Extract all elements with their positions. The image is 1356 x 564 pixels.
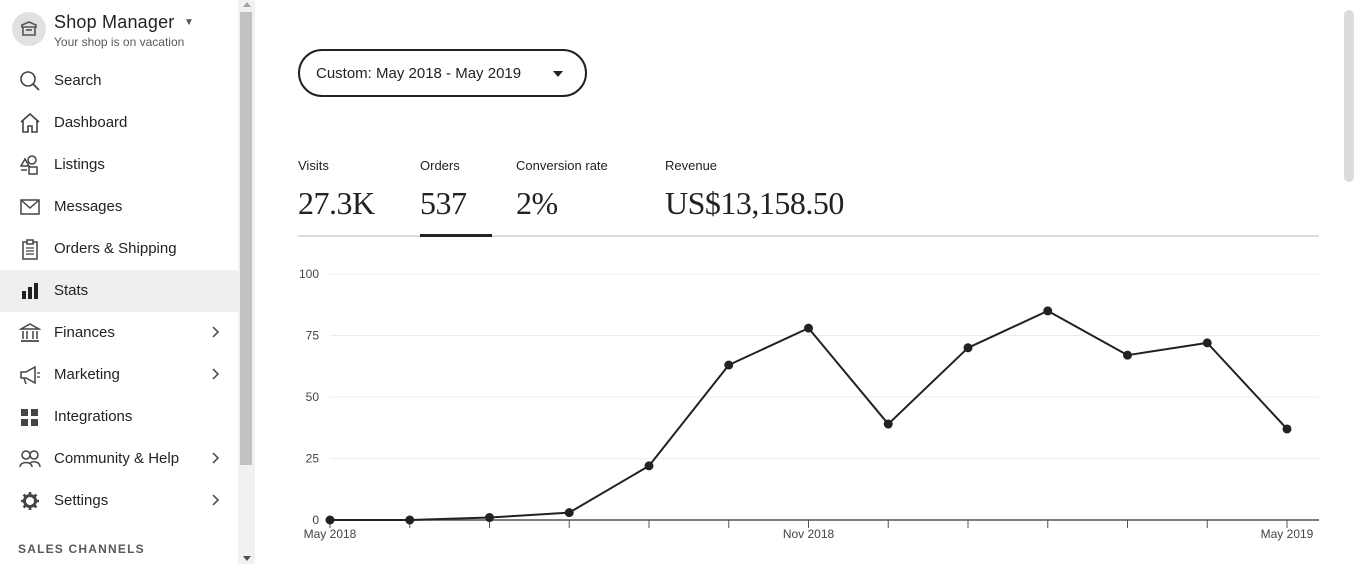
- sidebar-item-label: Marketing: [54, 366, 120, 383]
- sidebar-item-integrations[interactable]: Integrations: [0, 396, 238, 438]
- home-icon: [20, 112, 40, 133]
- y-tick-label: 50: [306, 390, 320, 404]
- caret-down-icon: ▼: [184, 17, 194, 28]
- tab-visits[interactable]: Visits 27.3K: [298, 150, 398, 238]
- caret-down-icon: [553, 71, 563, 77]
- sidebar-item-messages[interactable]: Messages: [0, 186, 238, 228]
- date-range-dropdown[interactable]: Custom: May 2018 - May 2019: [298, 49, 587, 97]
- stat-label: Revenue: [665, 158, 718, 173]
- sidebar-item-finances[interactable]: Finances: [0, 312, 238, 354]
- stat-label: Conversion rate: [516, 158, 608, 173]
- data-point: [883, 419, 893, 429]
- sidebar-item-dashboard[interactable]: Dashboard: [0, 102, 238, 144]
- data-point: [405, 515, 415, 525]
- sidebar-scrollbar[interactable]: [238, 0, 255, 564]
- sidebar-item-label: Search: [54, 72, 102, 89]
- x-tick-label: Nov 2018: [783, 527, 835, 541]
- x-tick-label: May 2019: [1261, 527, 1314, 541]
- stat-value: US$13,158.50: [665, 185, 844, 221]
- tab-revenue[interactable]: Revenue US$13,158.50: [665, 150, 865, 238]
- chevron-right-icon: [212, 452, 220, 464]
- shop-manager-title: Shop Manager: [54, 12, 175, 32]
- main-scrollbar-thumb[interactable]: [1344, 10, 1354, 182]
- sidebar-item-community-help[interactable]: Community & Help: [0, 438, 238, 480]
- search-icon: [20, 71, 40, 91]
- stat-label: Orders: [420, 158, 460, 173]
- chevron-right-icon: [212, 326, 220, 338]
- bar-chart-icon: [22, 283, 38, 299]
- bank-icon: [19, 323, 41, 342]
- listings-shapes-icon: [19, 155, 38, 175]
- sidebar-item-label: Orders & Shipping: [54, 240, 177, 257]
- data-point: [1043, 306, 1053, 316]
- tab-conversion-rate[interactable]: Conversion rate 2%: [516, 150, 646, 238]
- sidebar-item-label: Stats: [54, 282, 89, 299]
- etsy-store-icon: [12, 12, 46, 46]
- envelope-icon: [20, 199, 40, 215]
- stat-value: 537: [420, 185, 467, 221]
- gear-icon: [21, 492, 39, 510]
- data-point: [644, 461, 654, 471]
- scroll-up-arrow-icon[interactable]: [243, 2, 251, 7]
- series-line: [330, 309, 1288, 521]
- sidebar-item-label: Listings: [54, 156, 105, 173]
- sidebar-item-search[interactable]: Search: [0, 60, 238, 102]
- people-icon: [19, 450, 41, 468]
- sidebar: Shop Manager ▼ Your shop is on vacation …: [0, 0, 238, 564]
- x-tick-label: May 2018: [304, 527, 357, 541]
- stat-value: 27.3K: [298, 185, 375, 221]
- sidebar-item-listings[interactable]: Listings: [0, 144, 238, 186]
- data-point: [1123, 350, 1132, 360]
- sidebar-item-stats[interactable]: Stats: [0, 270, 238, 312]
- data-point: [804, 323, 813, 333]
- sidebar-item-label: Finances: [54, 324, 115, 341]
- sidebar-item-label: Integrations: [54, 408, 133, 425]
- data-point: [1282, 424, 1292, 434]
- grid-icon: [21, 409, 38, 426]
- date-range-label: Custom: May 2018 - May 2019: [316, 65, 522, 82]
- y-tick-label: 75: [306, 329, 320, 343]
- stat-value: 2%: [516, 185, 558, 221]
- clipboard-icon: [22, 239, 38, 260]
- sidebar-item-marketing[interactable]: Marketing: [0, 354, 238, 396]
- chevron-right-icon: [212, 368, 220, 380]
- data-point: [564, 508, 574, 518]
- tabs-divider: [298, 235, 1319, 237]
- sales-channels-heading: SALES CHANNELS: [18, 542, 145, 556]
- data-point: [485, 513, 494, 523]
- selected-tab-indicator: [420, 234, 492, 237]
- y-tick-label: 0: [312, 513, 319, 527]
- scroll-down-arrow-icon[interactable]: [243, 556, 251, 561]
- megaphone-icon: [20, 365, 40, 385]
- sidebar-item-orders-shipping[interactable]: Orders & Shipping: [0, 228, 238, 270]
- data-point: [724, 360, 734, 370]
- vacation-status: Your shop is on vacation: [54, 35, 185, 49]
- shop-manager-menu[interactable]: Shop Manager ▼ Your shop is on vacation: [12, 10, 232, 54]
- stat-label: Visits: [298, 158, 329, 173]
- sidebar-item-label: Dashboard: [54, 114, 128, 131]
- sidebar-item-label: Settings: [54, 492, 109, 509]
- tab-orders[interactable]: Orders 537: [420, 150, 500, 238]
- chevron-right-icon: [212, 494, 220, 506]
- data-point: [325, 515, 335, 525]
- sidebar-item-settings[interactable]: Settings: [0, 480, 238, 522]
- y-tick-label: 25: [306, 452, 320, 466]
- y-tick-label: 100: [299, 267, 319, 281]
- data-point: [963, 343, 973, 353]
- data-point: [1202, 338, 1212, 348]
- sidebar-item-label: Community & Help: [54, 450, 180, 467]
- orders-line-chart: 0 25 50 75 100 May 2018 Nov 2018 May 2019: [299, 267, 1319, 541]
- sidebar-item-label: Messages: [54, 198, 123, 215]
- sidebar-scrollbar-thumb[interactable]: [240, 12, 252, 465]
- main-scrollbar[interactable]: [1341, 0, 1356, 564]
